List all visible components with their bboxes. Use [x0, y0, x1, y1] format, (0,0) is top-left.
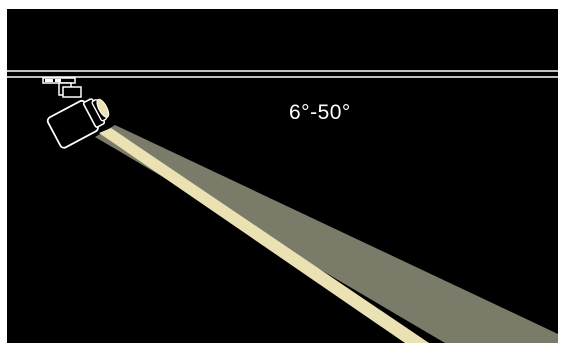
track-rail-icon [7, 70, 558, 78]
inner-beam-cone [99, 128, 429, 343]
track-spotlight-icon [42, 77, 110, 149]
beam-angle-label: 6°-50° [289, 101, 351, 124]
lighting-diagram: 6°-50° [7, 9, 558, 343]
outer-beam-cone [95, 125, 558, 343]
diagram-graphics [7, 70, 558, 343]
